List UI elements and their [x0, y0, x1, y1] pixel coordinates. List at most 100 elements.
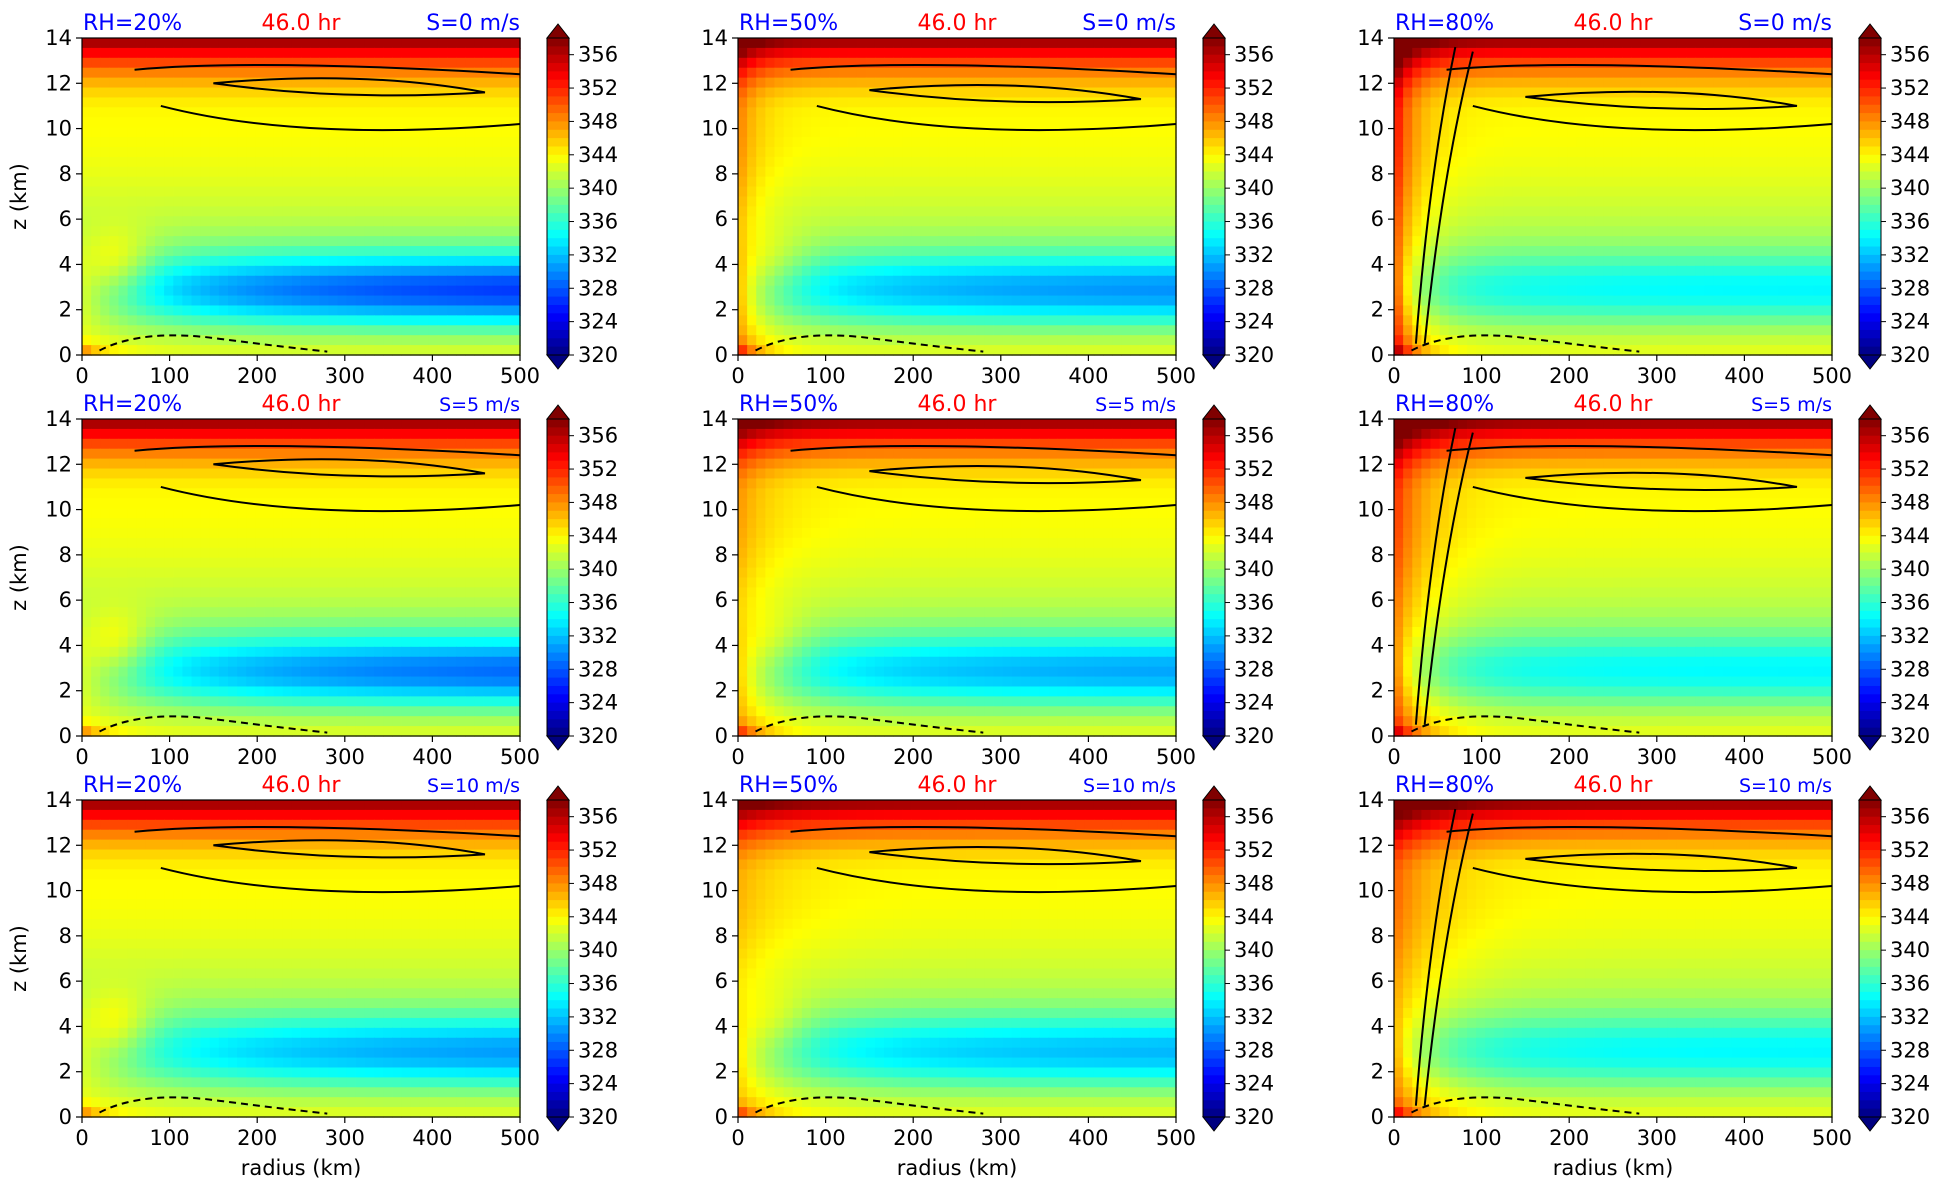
heatmap-cell [1731, 216, 1742, 227]
heatmap-cell [1622, 107, 1632, 118]
heatmap-cell [893, 196, 903, 208]
heatmap-cell [401, 196, 412, 208]
heatmap-cell [747, 146, 757, 158]
heatmap-cell [1740, 107, 1751, 118]
heatmap-cell [1166, 305, 1177, 317]
heatmap-cell [1549, 166, 1559, 178]
heatmap-cell [501, 97, 512, 109]
heatmap-cell [228, 236, 238, 247]
heatmap-cell [392, 216, 403, 227]
heatmap-cell [1476, 196, 1486, 208]
heatmap-cell [911, 87, 922, 99]
heatmap-cell [1567, 196, 1578, 208]
heatmap-cell [1777, 77, 1788, 89]
heatmap-cell [1020, 236, 1031, 247]
heatmap-cell [929, 97, 940, 109]
heatmap-cell [1676, 275, 1687, 287]
colorbar-segment [1203, 71, 1225, 81]
colorbar-segment [1203, 263, 1225, 273]
heatmap-cell [1057, 127, 1068, 138]
heatmap-cell [273, 216, 284, 227]
heatmap-cell [820, 275, 830, 287]
heatmap-cell [346, 216, 357, 227]
heatmap-cell [1822, 255, 1833, 267]
heatmap-cell [291, 246, 302, 257]
heatmap-cell [173, 206, 184, 218]
heatmap-cell [474, 117, 485, 128]
heatmap-cell [783, 246, 794, 257]
heatmap-cell [392, 275, 403, 287]
heatmap-cell [1567, 77, 1578, 89]
heatmap-cell [738, 137, 748, 148]
heatmap-cell [1813, 285, 1824, 297]
heatmap-cell [966, 206, 976, 218]
colorbar-segment [1859, 196, 1881, 206]
heatmap-cell [1394, 246, 1404, 257]
heatmap-cell [756, 186, 767, 198]
heatmap-cell [1476, 186, 1486, 198]
heatmap-cell [1039, 255, 1049, 267]
heatmap-cell [1485, 265, 1496, 277]
heatmap-cell [328, 255, 339, 267]
heatmap-cell [474, 236, 485, 247]
heatmap-cell [1412, 246, 1423, 257]
heatmap-cell [501, 275, 512, 287]
heatmap-cell [1030, 146, 1040, 158]
colorbar-segment [1203, 229, 1225, 239]
heatmap-cell [1485, 176, 1496, 188]
heatmap-cell [291, 47, 302, 59]
heatmap-cell [1139, 186, 1150, 198]
heatmap-cell [428, 206, 439, 218]
heatmap-cell [993, 186, 1004, 198]
heatmap-cell [929, 236, 940, 247]
heatmap-cell [1057, 246, 1068, 257]
heatmap-cell [319, 166, 330, 178]
heatmap-cell [1494, 97, 1505, 109]
heatmap-cell [155, 137, 165, 148]
heatmap-cell [1731, 87, 1742, 99]
heatmap-cell [209, 255, 220, 267]
heatmap-cell [1048, 325, 1059, 336]
heatmap-cell [1667, 127, 1678, 138]
heatmap-cell [392, 137, 403, 148]
heatmap-cell [1695, 47, 1705, 59]
heatmap-cell [401, 107, 412, 118]
heatmap-cell [966, 196, 976, 208]
heatmap-cell [155, 226, 165, 237]
heatmap-cell [984, 117, 995, 128]
heatmap-cell [1713, 305, 1724, 317]
heatmap-cell [874, 87, 885, 99]
heatmap-cell [1822, 275, 1833, 287]
heatmap-cell [91, 107, 101, 118]
heatmap-cell [310, 186, 320, 198]
heatmap-cell [1686, 315, 1696, 326]
heatmap-cell [1722, 206, 1733, 218]
heatmap-cell [856, 67, 867, 79]
heatmap-cell [401, 226, 412, 237]
heatmap-cell [856, 47, 867, 59]
heatmap-cell [1740, 335, 1751, 346]
heatmap-cell [218, 275, 229, 287]
heatmap-cell [966, 335, 976, 346]
heatmap-cell [1057, 67, 1068, 79]
heatmap-cell [738, 305, 748, 317]
heatmap-cell [1603, 345, 1614, 356]
heatmap-cell [1822, 265, 1833, 277]
heatmap-cell [929, 325, 940, 336]
heatmap-cell [1494, 206, 1505, 218]
heatmap-cell [993, 275, 1004, 287]
heatmap-cell [1530, 275, 1541, 287]
heatmap-cell [1412, 57, 1423, 69]
heatmap-cell [1430, 107, 1441, 118]
heatmap-cell [118, 77, 129, 89]
heatmap-cell [273, 57, 284, 69]
heatmap-cell [756, 87, 767, 99]
heatmap-cell [1121, 216, 1132, 227]
heatmap-cell [1103, 107, 1113, 118]
heatmap-cell [255, 285, 266, 297]
heatmap-cell [1740, 216, 1751, 227]
heatmap-cell [929, 335, 940, 346]
heatmap-cell [228, 255, 238, 267]
heatmap-cell [1020, 67, 1031, 79]
heatmap-cell [1448, 325, 1459, 336]
